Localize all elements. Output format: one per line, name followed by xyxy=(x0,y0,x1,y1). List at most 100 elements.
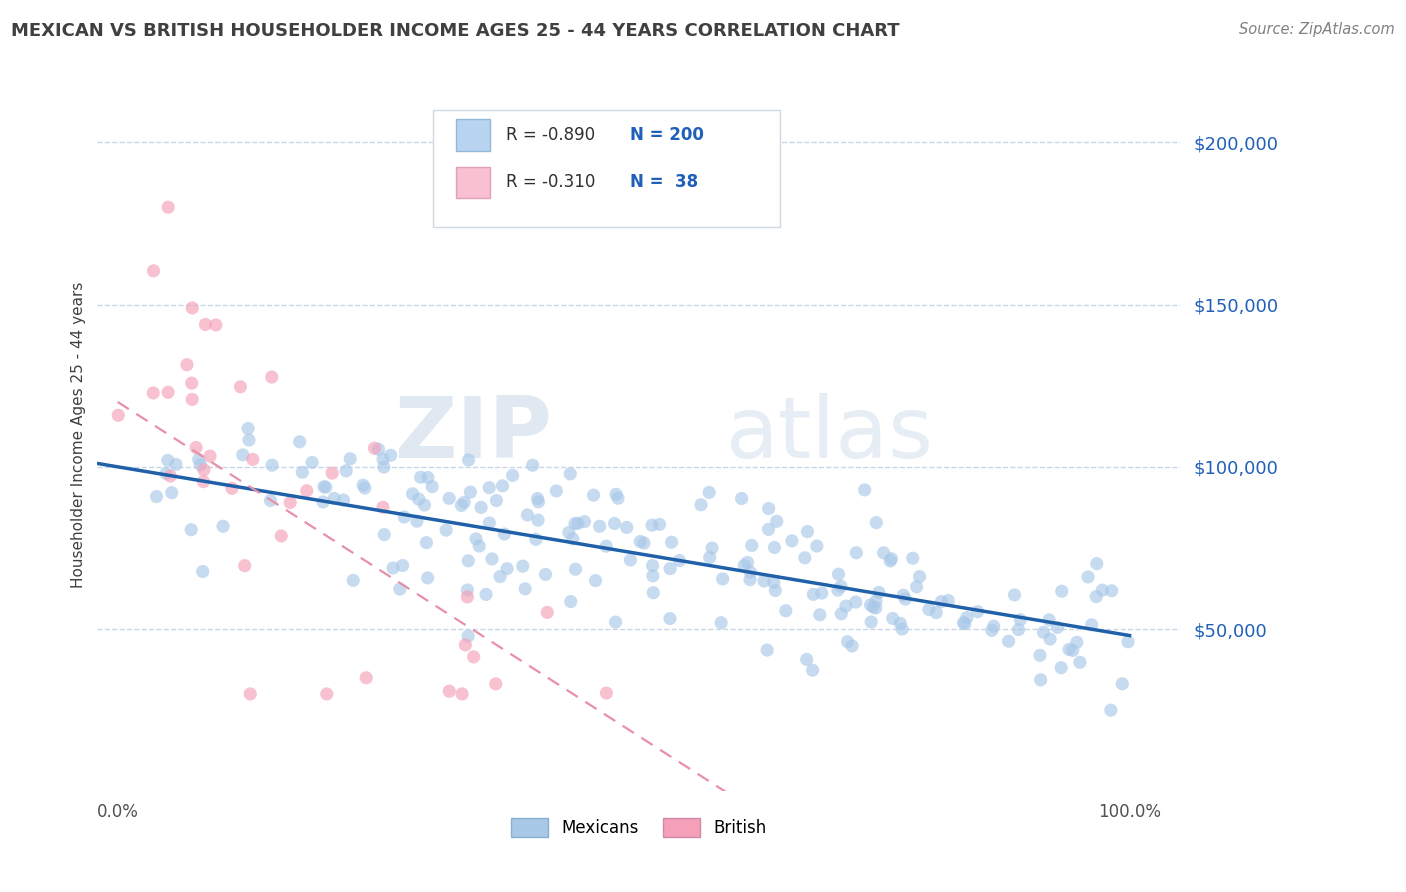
Point xyxy=(453,495,475,509)
Point xyxy=(536,606,558,620)
Text: Source: ZipAtlas.com: Source: ZipAtlas.com xyxy=(1239,22,1395,37)
Point xyxy=(191,565,214,579)
Point xyxy=(212,519,235,533)
Point xyxy=(527,495,550,509)
Point xyxy=(925,606,948,620)
Point xyxy=(1029,673,1052,687)
Point xyxy=(260,370,283,384)
Point xyxy=(690,498,713,512)
Point xyxy=(853,483,876,497)
Point xyxy=(373,460,395,475)
Point xyxy=(321,466,343,480)
Point xyxy=(659,611,682,625)
Point xyxy=(830,607,852,621)
Point xyxy=(236,421,259,435)
Point xyxy=(295,483,318,498)
Point xyxy=(730,491,752,506)
Point xyxy=(845,595,868,609)
Point xyxy=(835,599,858,613)
Point xyxy=(1080,617,1102,632)
Point xyxy=(1050,661,1073,675)
Point xyxy=(880,551,903,566)
Point xyxy=(546,483,568,498)
Point xyxy=(1101,583,1123,598)
Point xyxy=(1111,677,1133,691)
Point xyxy=(1046,620,1069,634)
Point xyxy=(391,558,413,573)
Point xyxy=(363,441,385,455)
Point xyxy=(561,532,583,546)
Point xyxy=(872,546,894,560)
Point xyxy=(494,527,516,541)
Point xyxy=(371,500,394,515)
Point xyxy=(165,458,187,472)
Point xyxy=(312,480,335,494)
Point xyxy=(502,468,524,483)
Point xyxy=(332,493,354,508)
Point xyxy=(756,643,779,657)
Point xyxy=(793,550,815,565)
Point xyxy=(468,539,491,553)
Text: N = 200: N = 200 xyxy=(630,126,704,144)
Point xyxy=(659,562,682,576)
Point xyxy=(470,500,492,515)
Point xyxy=(457,629,479,643)
Point xyxy=(181,392,204,407)
Point xyxy=(437,491,460,506)
Point xyxy=(184,441,207,455)
Point xyxy=(478,481,501,495)
Point xyxy=(758,522,780,536)
Point xyxy=(1057,642,1080,657)
Point xyxy=(740,565,762,579)
Point xyxy=(107,409,129,423)
Point xyxy=(741,538,763,552)
Point xyxy=(588,519,610,533)
Point xyxy=(157,200,180,214)
Point xyxy=(1032,625,1054,640)
Point xyxy=(827,567,849,582)
Point xyxy=(1004,588,1026,602)
Point xyxy=(339,451,361,466)
Point xyxy=(560,467,582,481)
Point xyxy=(401,487,423,501)
Point xyxy=(526,491,548,506)
Point xyxy=(762,575,785,590)
Point xyxy=(607,491,630,506)
Point xyxy=(1029,648,1052,663)
Point xyxy=(983,619,1005,633)
Point xyxy=(564,516,586,531)
Point xyxy=(605,487,627,501)
Point xyxy=(457,453,479,467)
Point xyxy=(416,470,439,484)
Text: R = -0.890: R = -0.890 xyxy=(506,126,595,144)
Point xyxy=(859,598,882,612)
Point xyxy=(1085,590,1108,604)
Point xyxy=(1091,583,1114,598)
Point xyxy=(837,634,859,648)
Point xyxy=(661,535,683,549)
Point xyxy=(342,574,364,588)
Point xyxy=(697,485,720,500)
Point xyxy=(862,600,884,615)
Point xyxy=(810,586,832,600)
Point xyxy=(905,580,928,594)
Point xyxy=(891,622,914,636)
Text: N =  38: N = 38 xyxy=(630,173,699,192)
Point xyxy=(485,493,508,508)
Point xyxy=(193,475,215,489)
Point xyxy=(901,551,924,566)
Point xyxy=(323,491,346,506)
Point xyxy=(142,264,165,278)
Point xyxy=(176,358,198,372)
Point xyxy=(315,687,337,701)
Point xyxy=(156,453,179,467)
Point xyxy=(952,615,974,630)
Point xyxy=(997,634,1019,648)
Point xyxy=(775,604,797,618)
Point xyxy=(641,518,664,533)
Point xyxy=(415,535,437,549)
Point xyxy=(478,516,501,530)
Point xyxy=(457,554,479,568)
Point xyxy=(416,571,439,585)
Point xyxy=(354,671,377,685)
